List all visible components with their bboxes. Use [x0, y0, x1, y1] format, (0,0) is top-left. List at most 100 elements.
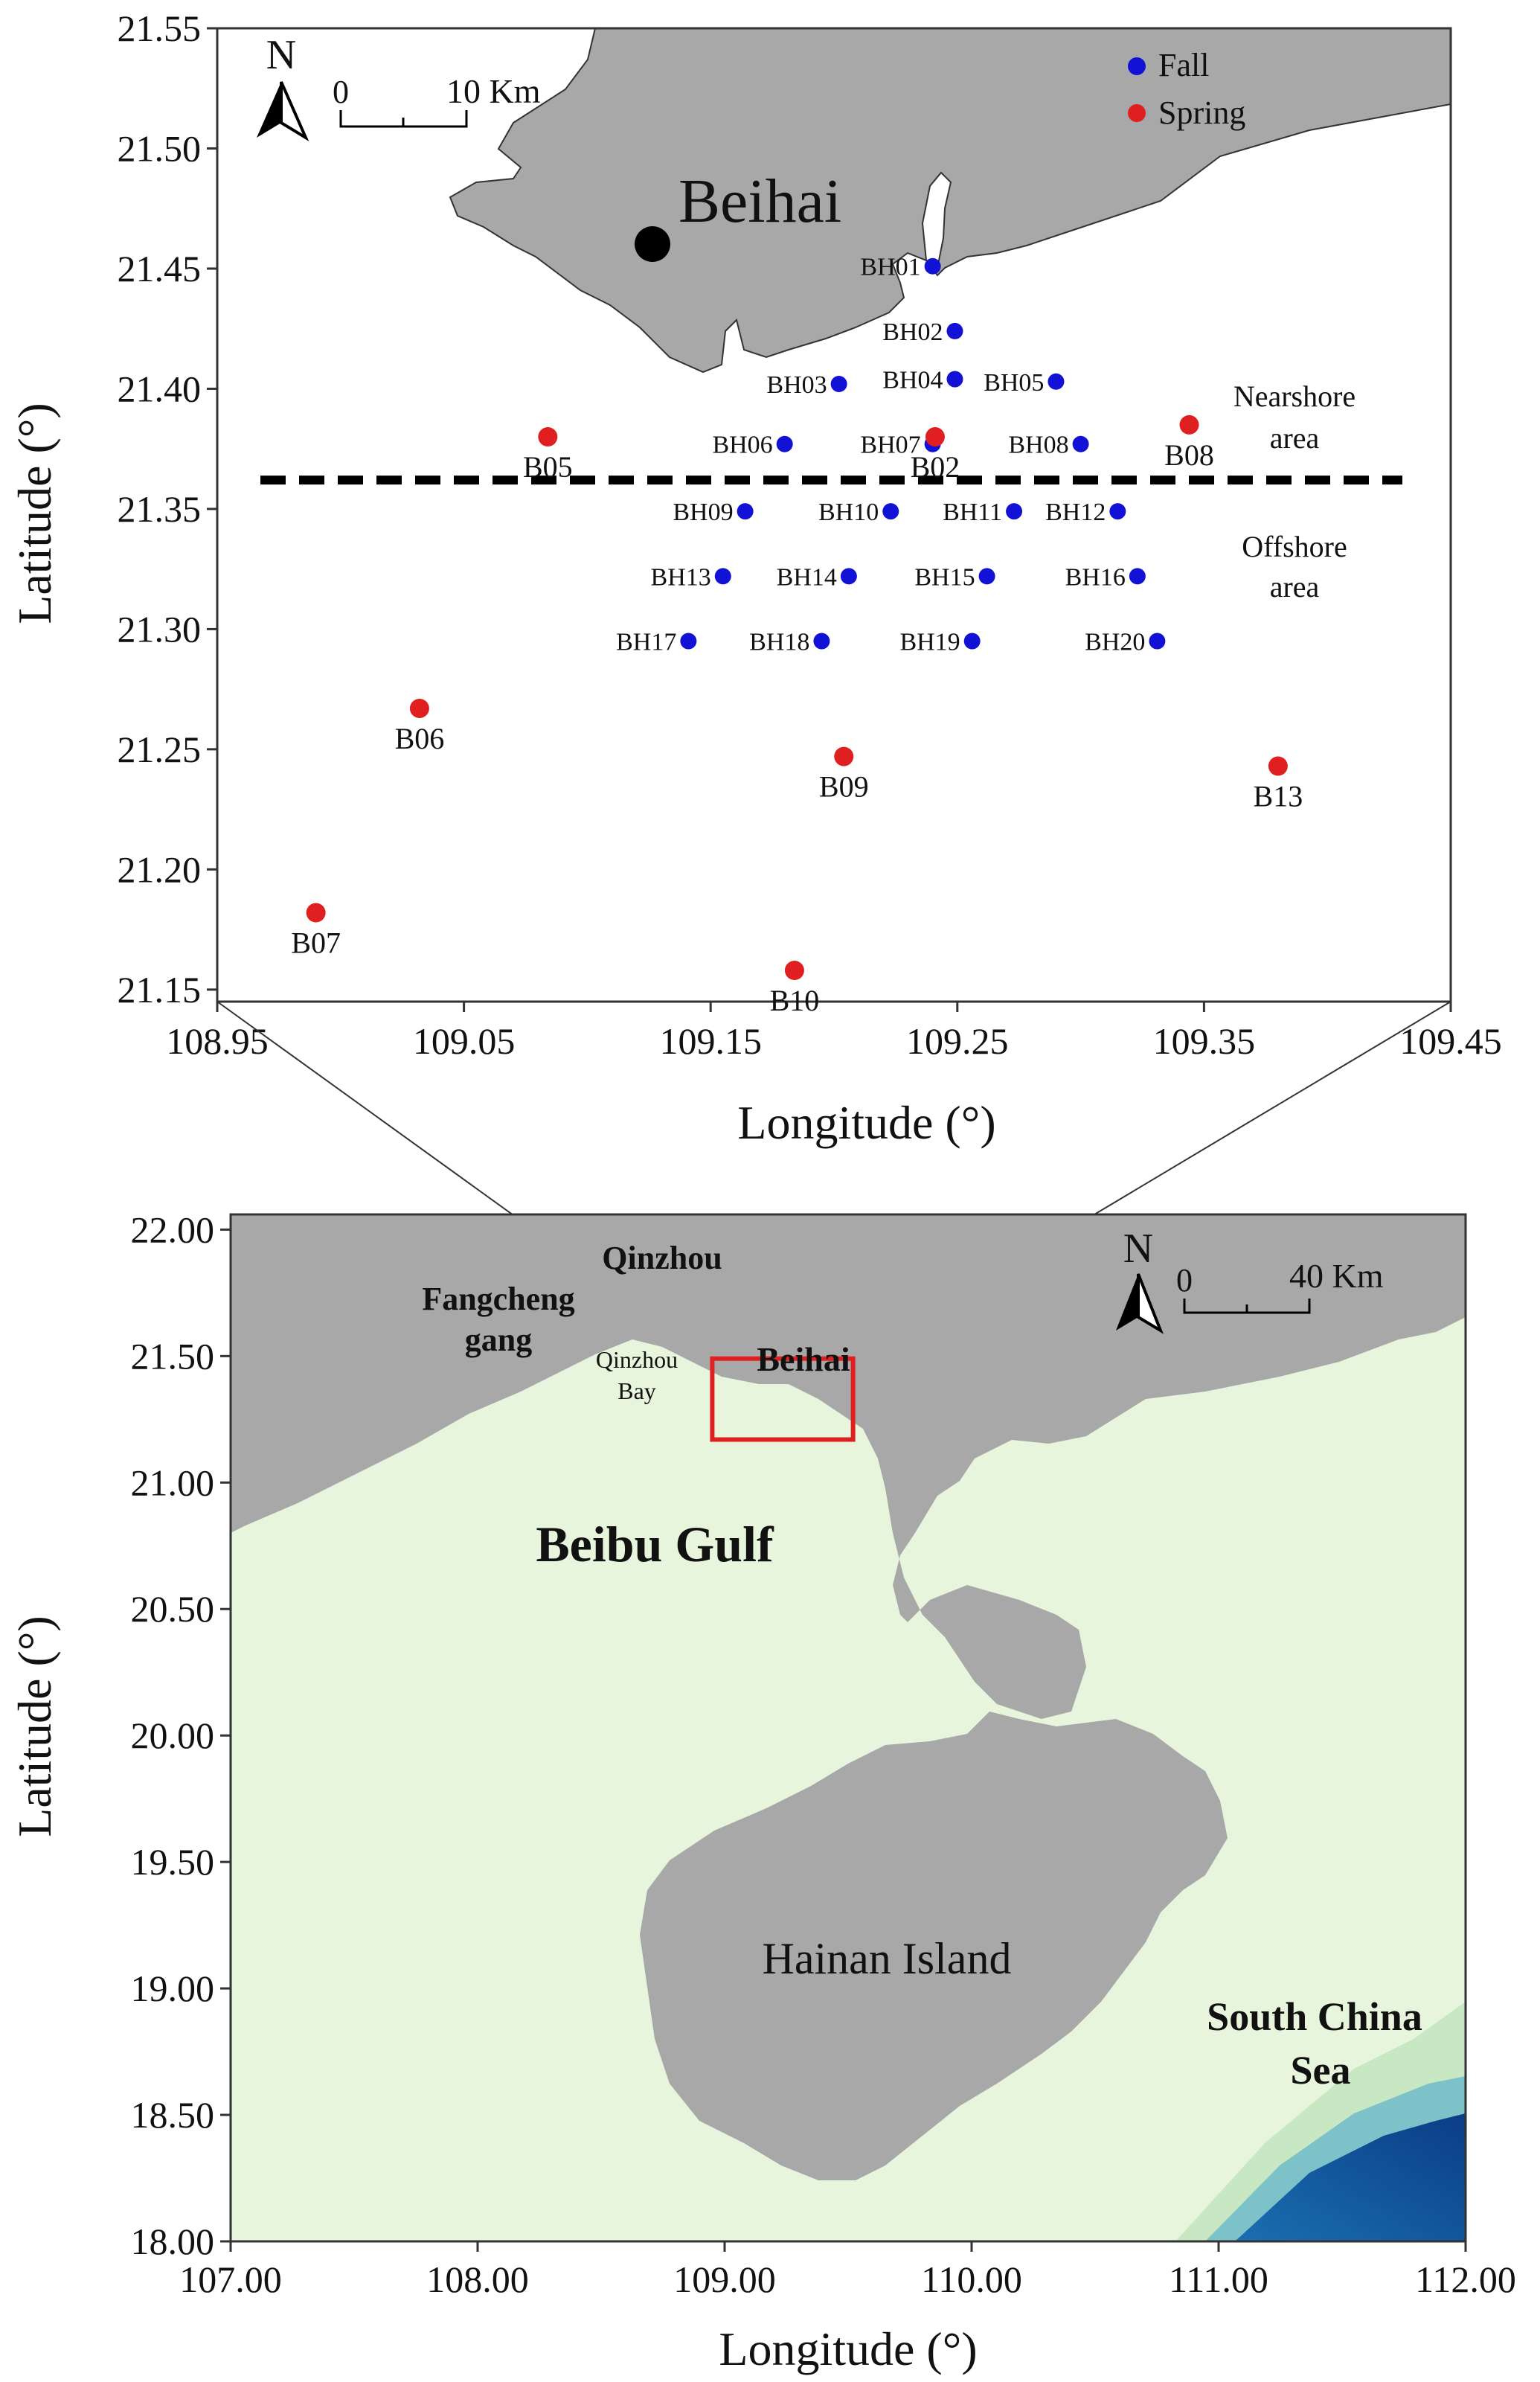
bottom-x-tick-label: 110.00 [921, 2258, 1022, 2300]
bottom-map-ticks: 107.00 108.00 109.00 110.00 111.00 112.00 22.0… [131, 1208, 1516, 2300]
deep-water-contour-3 [1235, 2113, 1466, 2241]
spring-station-marker [925, 427, 945, 447]
spring-station-marker [538, 427, 558, 447]
estuary-channel [921, 171, 952, 269]
top-x-tick-label: 108.95 [166, 1020, 269, 1062]
spring-station-marker [306, 903, 326, 923]
offshore-label-2: area [1270, 570, 1320, 603]
fall-station-marker [1072, 435, 1089, 452]
fall-station-label: BH02 [882, 318, 943, 346]
spring-station-label: B09 [819, 770, 869, 804]
nearshore-label-2: area [1270, 421, 1320, 455]
svg-text:40 Km: 40 Km [1289, 1257, 1384, 1295]
fall-station-label: BH12 [1045, 499, 1106, 526]
qinzhou-bay-label-2: Bay [617, 1377, 656, 1404]
top-scale-bar: 0 10 Km [333, 72, 541, 128]
top-y-tick-label: 21.15 [118, 969, 202, 1011]
fall-station-marker [946, 322, 963, 339]
fall-station-label: BH20 [1085, 629, 1145, 656]
top-y-tick-label: 21.20 [118, 848, 202, 890]
top-x-tick-label: 109.25 [906, 1020, 1009, 1062]
study-area-inset-box [710, 1356, 856, 1442]
fall-station-marker [1006, 503, 1023, 520]
fall-station-label: BH03 [766, 371, 827, 399]
bottom-x-tick-label: 112.00 [1415, 2258, 1516, 2300]
fall-station-label: BH14 [777, 563, 837, 591]
qinzhou-bay-label-1: Qinzhou [596, 1346, 678, 1373]
top-north-arrow-icon: N [257, 32, 309, 141]
spring-station-marker [409, 698, 429, 718]
top-x-tick-label: 109.45 [1399, 1020, 1502, 1062]
fall-station-label: BH18 [749, 629, 809, 656]
fall-station-label: BH01 [860, 254, 920, 281]
top-y-tick-label: 21.25 [118, 729, 202, 770]
fall-station-label: BH07 [860, 432, 920, 459]
top-x-tick-label: 109.35 [1153, 1020, 1256, 1062]
bottom-y-tick-label: 20.50 [131, 1588, 215, 1630]
fall-station-label: BH15 [914, 563, 975, 591]
bottom-y-axis-title: Latitude (°) [8, 1616, 61, 1837]
fall-station-marker [830, 375, 847, 392]
bottom-x-tick-label: 111.00 [1169, 2258, 1268, 2300]
bottom-y-tick-label: 21.00 [131, 1461, 215, 1503]
top-y-axis-title: Latitude (°) [8, 403, 61, 624]
spring-station-label: B07 [291, 926, 341, 960]
fall-station-label: BH05 [984, 369, 1044, 397]
svg-text:N: N [266, 32, 296, 78]
legend-spring-marker [1128, 104, 1146, 122]
beihai-label: Beihai [757, 1340, 850, 1378]
top-y-tick-label: 21.30 [118, 608, 202, 650]
fall-station-label: BH06 [712, 432, 772, 459]
bottom-y-tick-label: 19.50 [131, 1841, 215, 1883]
fall-station-marker [963, 633, 981, 650]
bottom-x-axis-title: Longitude (°) [719, 2322, 977, 2375]
top-y-tick-label: 21.55 [118, 7, 202, 49]
fall-station-marker [840, 568, 857, 585]
bottom-y-tick-label: 19.00 [131, 1968, 215, 2009]
fall-station-marker [737, 503, 754, 520]
bottom-map: 107.00 108.00 109.00 110.00 111.00 112.00 22.0… [8, 1208, 1516, 2375]
qinzhou-label: Qinzhou [602, 1240, 722, 1276]
top-map-frame [216, 27, 1452, 1003]
top-y-tick-label: 21.50 [118, 127, 202, 169]
top-map: 108.95 109.05 109.15 109.25 109.35 109.45 21.5… [8, 7, 1502, 1149]
legend-spring-label: Spring [1158, 95, 1245, 131]
spring-station-marker [784, 961, 804, 981]
fall-station-label: BH11 [943, 499, 1002, 526]
fall-station-marker [1109, 503, 1126, 520]
spring-station-marker [1268, 756, 1288, 776]
fall-station-marker [714, 568, 731, 585]
spring-station-label: B10 [770, 984, 820, 1017]
bottom-north-arrow-icon: N [1116, 1226, 1164, 1334]
top-map-ticks: 108.95 109.05 109.15 109.25 109.35 109.45 21.5… [118, 7, 1502, 1062]
mainland-landmass [231, 1214, 1466, 1719]
south-china-sea-label-1: South China [1207, 1994, 1422, 2039]
bottom-y-tick-label: 20.00 [131, 1715, 215, 1756]
bottom-y-tick-label: 18.50 [131, 2094, 215, 2136]
nearshore-label-1: Nearshore [1233, 380, 1355, 413]
bottom-x-tick-label: 108.00 [426, 2258, 529, 2300]
fall-station-marker [946, 371, 963, 388]
fall-station-marker [924, 257, 941, 275]
svg-text:0: 0 [1176, 1262, 1193, 1299]
bottom-x-tick-label: 107.00 [179, 2258, 282, 2300]
fall-station-marker [978, 568, 995, 585]
beihai-city-label: Beihai [678, 167, 841, 236]
fall-station-marker [680, 633, 697, 650]
offshore-label-1: Offshore [1242, 530, 1347, 563]
beihai-city-marker [635, 226, 670, 262]
beihai-landmass [449, 28, 1451, 374]
bottom-x-tick-label: 109.00 [673, 2258, 776, 2300]
fall-station-label: BH13 [651, 563, 711, 591]
hainan-island-label: Hainan Island [763, 1934, 1012, 1983]
bottom-y-tick-label: 21.50 [131, 1335, 215, 1377]
spring-station-label: B06 [395, 722, 445, 755]
legend-fall-marker [1128, 57, 1146, 75]
fall-station-marker [813, 633, 830, 650]
top-x-axis-title: Longitude (°) [737, 1096, 995, 1149]
spring-station-label: B05 [523, 450, 573, 484]
spring-station-label: B13 [1254, 779, 1303, 813]
fall-station-marker [1149, 633, 1166, 650]
fall-station-marker [882, 503, 899, 520]
